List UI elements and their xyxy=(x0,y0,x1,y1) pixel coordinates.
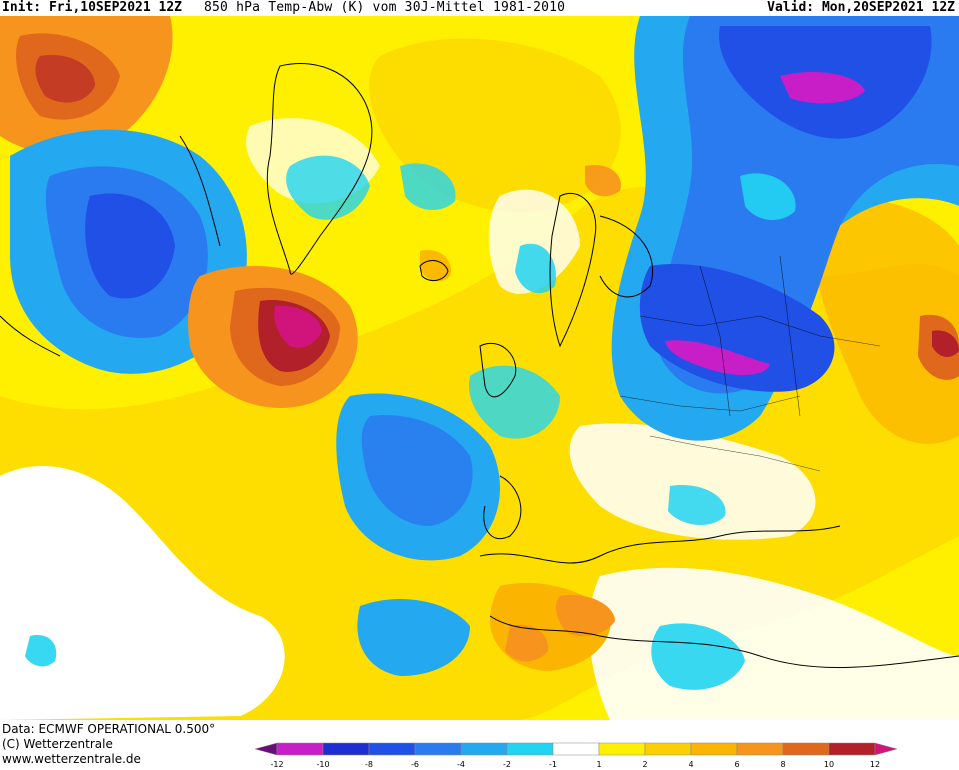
init-time: Init: Fri,10SEP2021 12Z xyxy=(2,0,183,15)
legend-swatch xyxy=(506,742,554,756)
legend-tick-label: 12 xyxy=(869,760,881,769)
legend-tick-label: 2 xyxy=(642,760,648,769)
map-header: Init: Fri,10SEP2021 12Z 850 hPa Temp-Abw… xyxy=(0,0,959,16)
website-label: www.wetterzentrale.de xyxy=(2,752,141,766)
legend-swatch xyxy=(322,742,370,756)
legend-tick-label: -2 xyxy=(503,760,511,769)
legend-tick-label: 6 xyxy=(734,760,740,769)
data-source-label: Data: ECMWF OPERATIONAL 0.500° xyxy=(2,722,216,736)
map-title: 850 hPa Temp-Abw (K) vom 30J-Mittel 1981… xyxy=(204,0,566,15)
legend-swatch xyxy=(552,742,600,756)
legend-tick-label: -12 xyxy=(270,760,284,769)
legend-swatch xyxy=(460,742,508,756)
legend-swatch xyxy=(874,742,898,756)
legend-swatch xyxy=(690,742,738,756)
legend-tick-label: -6 xyxy=(411,760,419,769)
legend-tick-label: -4 xyxy=(457,760,465,769)
legend-swatch xyxy=(414,742,462,756)
legend-tick-label: 8 xyxy=(780,760,786,769)
copyright-label: (C) Wetterzentrale xyxy=(2,737,113,751)
valid-time: Valid: Mon,20SEP2021 12Z xyxy=(767,0,955,15)
legend-swatch xyxy=(736,742,784,756)
legend-tick-label: -8 xyxy=(365,760,373,769)
temperature-anomaly-map xyxy=(0,16,959,720)
legend-swatch xyxy=(828,742,876,756)
legend-swatch xyxy=(782,742,830,756)
legend-colorbar xyxy=(255,742,898,756)
legend-tick-label: 4 xyxy=(688,760,694,769)
legend-tick-label: -10 xyxy=(316,760,330,769)
legend-swatch xyxy=(255,742,278,756)
legend-tick-label: 1 xyxy=(596,760,602,769)
legend-tick-label: -1 xyxy=(549,760,557,769)
legend-swatch xyxy=(276,742,324,756)
legend-swatch xyxy=(644,742,692,756)
legend-swatch xyxy=(598,742,646,756)
legend-tick-label: 10 xyxy=(823,760,835,769)
legend-swatch xyxy=(368,742,416,756)
